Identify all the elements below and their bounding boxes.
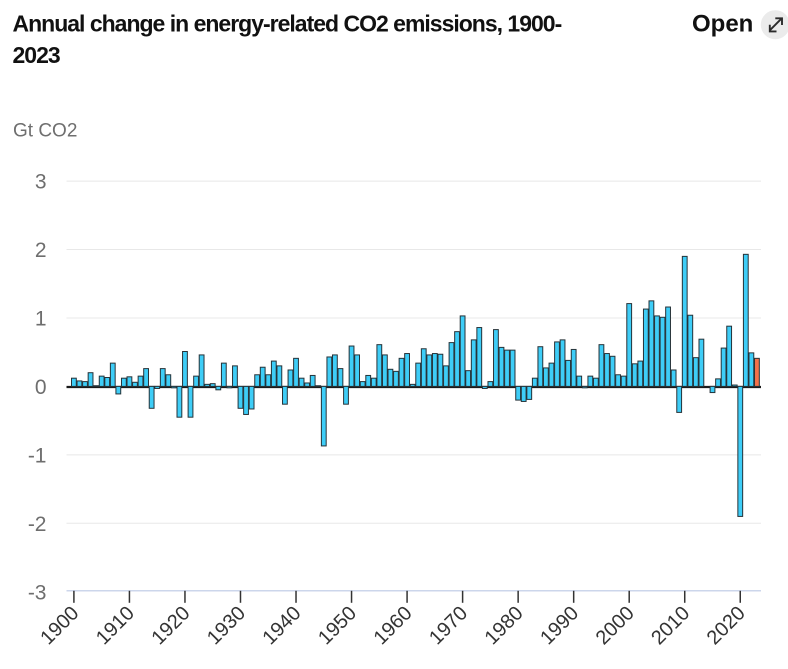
svg-text:Gt CO2: Gt CO2 [13,120,77,141]
svg-text:Open: Open [692,11,753,38]
svg-text:2: 2 [35,239,47,262]
svg-text:-3: -3 [28,581,47,604]
svg-text:2023: 2023 [13,42,60,68]
svg-text:3: 3 [35,171,47,194]
svg-text:0: 0 [35,376,47,399]
svg-text:Annual change in energy-relate: Annual change in energy-related CO2 emis… [13,11,562,37]
svg-text:-1: -1 [28,444,47,467]
svg-text:1: 1 [35,308,47,331]
svg-text:-2: -2 [28,513,47,536]
